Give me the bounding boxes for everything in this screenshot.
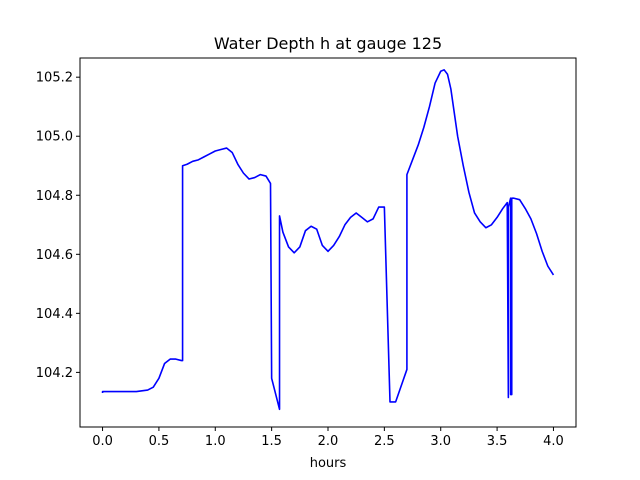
y-tick-label: 104.2 (36, 366, 73, 381)
y-tick-label: 105.0 (36, 130, 73, 145)
x-tick-label: 4.0 (543, 434, 564, 449)
x-tick-label: 1.5 (261, 434, 282, 449)
plot-data (101, 69, 555, 411)
x-tick-label: 0.0 (92, 434, 113, 449)
x-tick-label: 3.5 (487, 434, 508, 449)
x-axis-label: hours (310, 456, 347, 471)
y-tick-label: 104.4 (36, 307, 73, 322)
y-tick-label: 105.2 (36, 71, 73, 86)
x-tick-label: 0.5 (149, 434, 170, 449)
x-tick-label: 2.0 (318, 434, 339, 449)
chart-title: Water Depth h at gauge 125 (214, 34, 442, 53)
series-line-0 (101, 69, 555, 411)
y-axis: 104.2 104.4 104.6 104.8 105.0 105.2 (36, 71, 80, 381)
x-tick-label: 2.5 (374, 434, 395, 449)
x-tick-label: 1.0 (205, 434, 226, 449)
x-tick-label: 3.0 (430, 434, 451, 449)
y-tick-label: 104.8 (36, 189, 73, 204)
x-axis: 0.0 0.5 1.0 1.5 2.0 2.5 3.0 3.5 4.0 (92, 427, 564, 449)
y-tick-label: 104.6 (36, 248, 73, 263)
